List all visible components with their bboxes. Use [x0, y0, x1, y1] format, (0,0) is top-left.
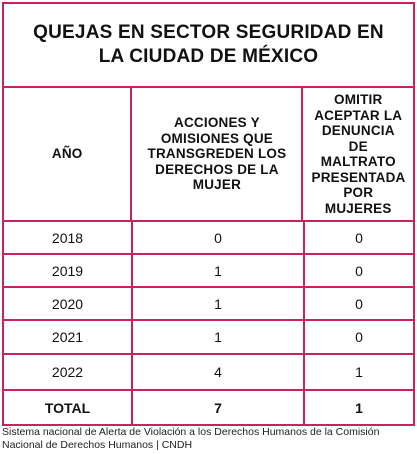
header-row: AÑO ACCIONES Y OMISIONES QUE TRANSGREDEN… — [4, 88, 413, 222]
cell-value: 4 — [214, 364, 222, 380]
omit-cell: 0 — [305, 255, 413, 286]
year-cell: 2020 — [4, 288, 133, 319]
cell-value: 1 — [214, 295, 222, 312]
total-value: 1 — [355, 399, 363, 416]
header-cell-year: AÑO — [4, 88, 133, 220]
cell-value: 2018 — [51, 229, 84, 246]
actions-cell: 0 — [133, 222, 305, 253]
source-note: Sistema nacional de Alerta de Violación … — [2, 426, 380, 451]
column-header: ACCIONES Y OMISIONES QUE TRANSGREDEN LOS… — [147, 115, 287, 193]
omit-cell: 1 — [305, 355, 413, 389]
cell-value: 0 — [355, 262, 363, 279]
total-row: TOTAL 7 1 — [4, 391, 413, 424]
total-label: TOTAL — [44, 399, 91, 416]
omit-cell: 0 — [305, 288, 413, 319]
total-omit-cell: 1 — [305, 391, 413, 424]
cell-value: 0 — [355, 329, 363, 345]
year-cell: 2022 — [4, 355, 133, 389]
total-value: 7 — [214, 399, 222, 416]
table-row: 2020 1 0 — [4, 288, 413, 321]
column-header: OMITIR ACEPTAR LA DENUNCIA DE MALTRATO P… — [311, 92, 406, 216]
actions-cell: 1 — [133, 255, 305, 286]
table-title-cell: QUEJAS EN SECTOR SEGURIDAD EN LA CIUDAD … — [4, 4, 413, 88]
actions-cell: 1 — [133, 321, 305, 353]
header-cell-actions: ACCIONES Y OMISIONES QUE TRANSGREDEN LOS… — [132, 88, 304, 220]
cell-value: 1 — [355, 364, 363, 380]
omit-cell: 0 — [305, 321, 413, 353]
cell-value: 1 — [214, 329, 222, 345]
table-title: QUEJAS EN SECTOR SEGURIDAD EN LA CIUDAD … — [33, 22, 384, 67]
cell-value: 2020 — [51, 295, 84, 312]
cell-value: 2021 — [51, 329, 84, 345]
year-cell: 2019 — [4, 255, 133, 286]
cell-value: 2019 — [51, 262, 84, 279]
year-cell: 2021 — [4, 321, 133, 353]
table-row: 2019 1 0 — [4, 255, 413, 288]
column-header: AÑO — [51, 146, 83, 162]
cell-value: 1 — [214, 262, 222, 279]
table-row: 2018 0 0 — [4, 222, 413, 255]
cell-value: 0 — [355, 229, 363, 246]
actions-cell: 1 — [133, 288, 305, 319]
complaints-table: QUEJAS EN SECTOR SEGURIDAD EN LA CIUDAD … — [2, 2, 415, 426]
cell-value: 0 — [355, 295, 363, 312]
table-row: 2021 1 0 — [4, 321, 413, 355]
total-actions-cell: 7 — [133, 391, 305, 424]
actions-cell: 4 — [133, 355, 305, 389]
cell-value: 0 — [214, 229, 222, 246]
header-cell-omit: OMITIR ACEPTAR LA DENUNCIA DE MALTRATO P… — [303, 88, 413, 220]
omit-cell: 0 — [305, 222, 413, 253]
year-cell: 2018 — [4, 222, 133, 253]
table-row: 2022 4 1 — [4, 355, 413, 391]
cell-value: 2022 — [51, 364, 84, 380]
total-label-cell: TOTAL — [4, 391, 133, 424]
